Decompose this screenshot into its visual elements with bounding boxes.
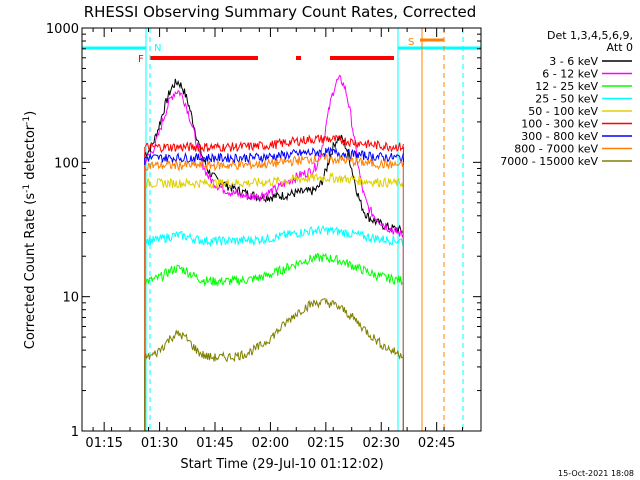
series-line: [144, 171, 404, 190]
series-line: [144, 74, 404, 239]
flag-label-s: S: [408, 37, 414, 48]
x-tick-label: 01:15: [85, 436, 122, 451]
series-line: [144, 297, 404, 363]
y-axis: 1 10 100 1000: [46, 22, 481, 440]
series-line: [144, 224, 404, 248]
legend-label: 12 - 25 keV: [535, 80, 598, 93]
flag-bars: [82, 28, 481, 431]
legend-label: 25 - 50 keV: [535, 93, 598, 106]
y-tick-label: 1000: [46, 22, 79, 37]
legend-label: 3 - 6 keV: [549, 55, 598, 68]
series-line: [144, 153, 404, 172]
x-tick-label: 01:45: [196, 436, 233, 451]
flag-label-n: N: [154, 43, 161, 54]
legend-label: 800 - 7000 keV: [514, 143, 598, 156]
legend-label: 7000 - 15000 keV: [500, 155, 598, 168]
y-axis-label-sup1: -1: [22, 184, 32, 193]
series-line: [144, 134, 404, 154]
x-tick-label: 02:15: [307, 436, 344, 451]
y-axis-label-end: ): [23, 111, 38, 116]
y-axis-label-mid: detector: [23, 124, 38, 184]
legend-label: 6 - 12 keV: [542, 68, 598, 81]
legend-label: 100 - 300 keV: [521, 118, 598, 131]
plot-frame: [81, 27, 482, 432]
series-line: [144, 78, 404, 234]
x-tick-label: 01:30: [141, 436, 178, 451]
legend-label: 50 - 100 keV: [528, 105, 598, 118]
series-line: [144, 146, 404, 164]
footer-date: 15-Oct-2021 18:08: [558, 469, 634, 478]
x-tick-label: 02:00: [252, 436, 289, 451]
x-axis-label: Start Time (29-Jul-10 01:12:02): [180, 457, 383, 472]
y-axis-label: Corrected Count Rate (s-1 detector-1): [22, 111, 38, 349]
y-tick-label: 100: [54, 156, 79, 171]
x-tick-label: 02:30: [363, 436, 400, 451]
y-tick-label: 10: [62, 291, 79, 306]
series-line: [144, 252, 404, 287]
y-tick-label: 1: [71, 425, 79, 440]
y-axis-label-sup2: -1: [22, 116, 32, 125]
legend-label: 300 - 800 keV: [521, 130, 598, 143]
x-axis: 01:15 01:30 01:45 02:00 02:15 02:30 02:45: [85, 28, 464, 451]
legend-header-line1: Det 1,3,4,5,6,9,: [547, 29, 633, 42]
y-axis-label-main: Corrected Count Rate (s: [23, 193, 38, 350]
legend-header-line2: Att 0: [607, 41, 633, 54]
flag-label-f: F: [138, 54, 144, 65]
chart-title: RHESSI Observing Summary Count Rates, Co…: [84, 3, 477, 21]
series-layer: [144, 74, 404, 431]
x-tick-label: 02:45: [418, 436, 455, 451]
